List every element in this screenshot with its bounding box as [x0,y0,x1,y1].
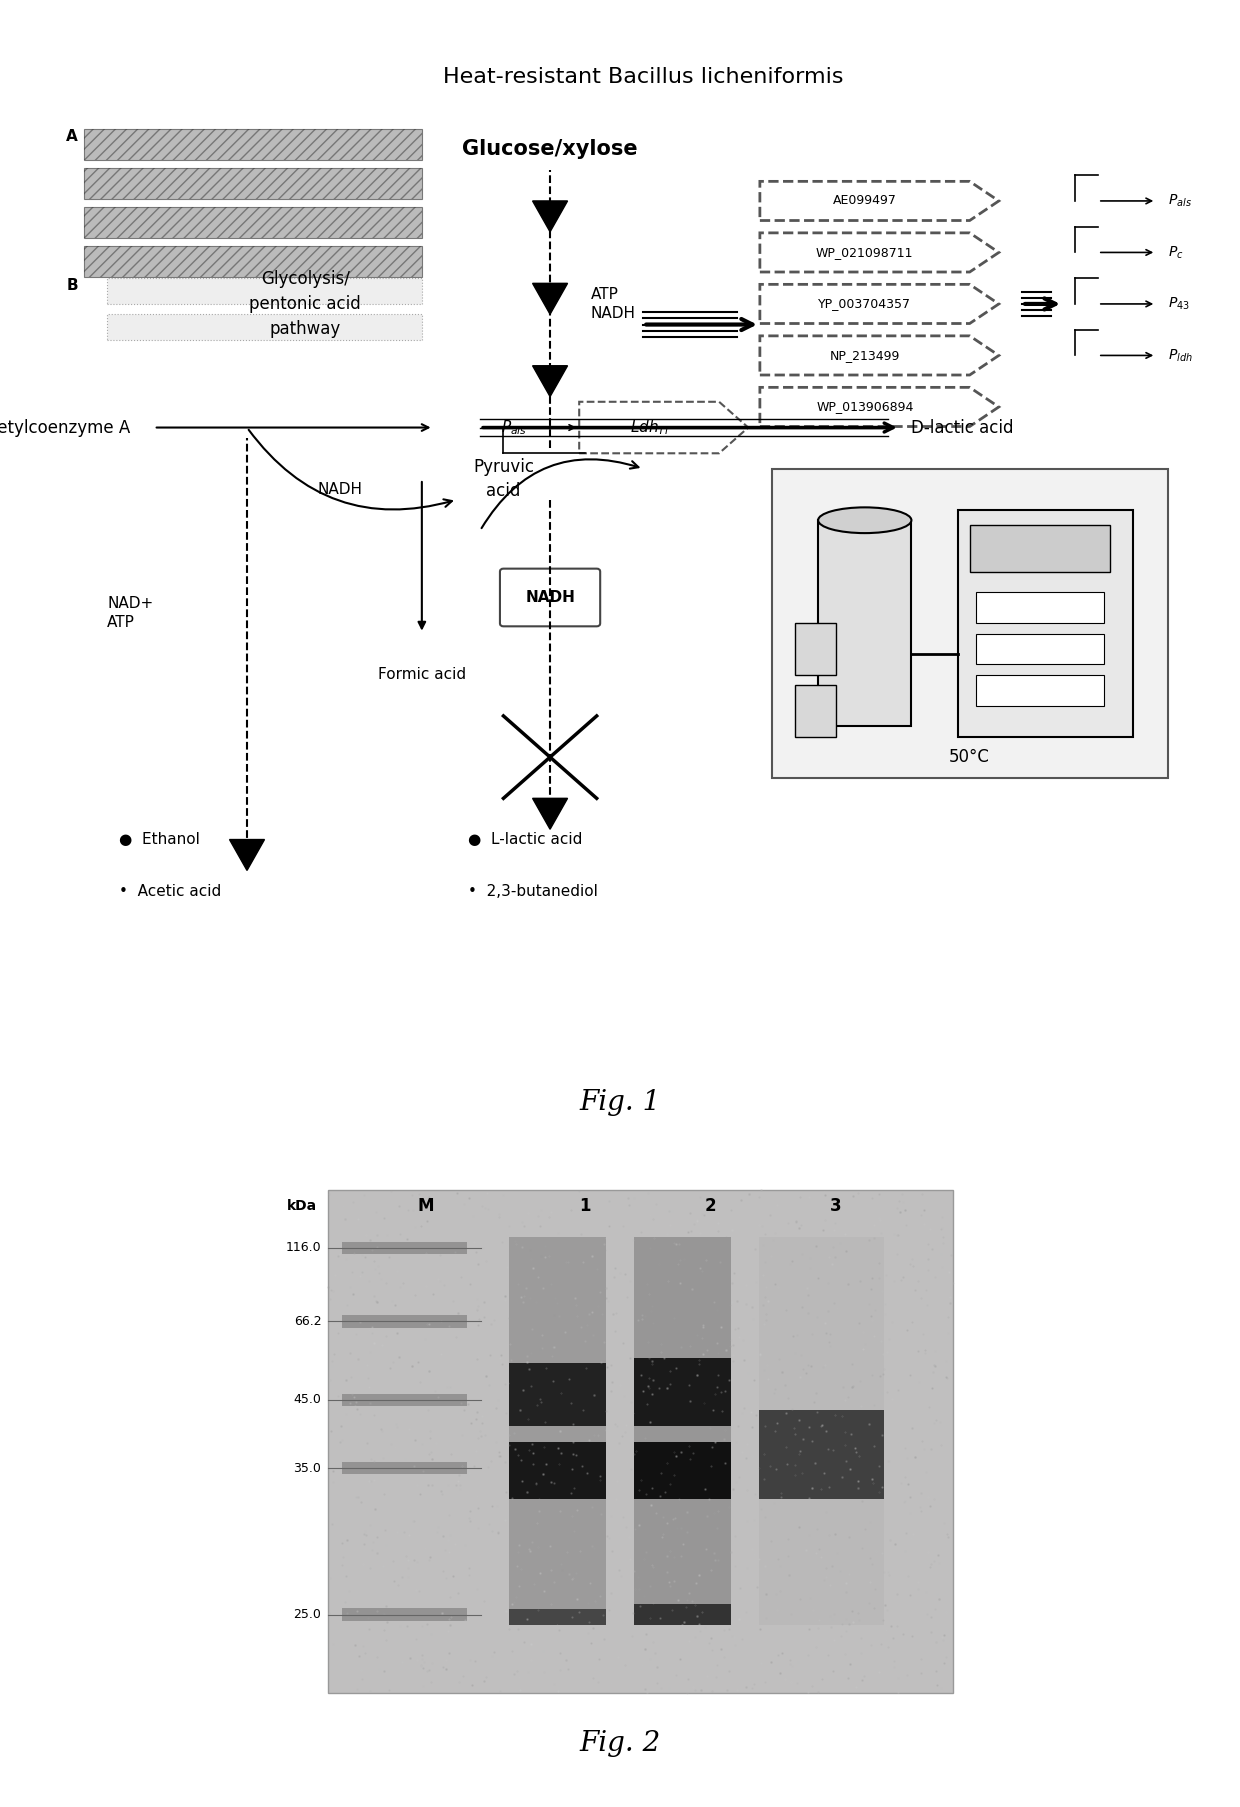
Bar [342,1608,467,1621]
Polygon shape [532,365,568,398]
Bar [342,1241,467,1254]
Bar [759,1409,884,1500]
Text: 3: 3 [830,1196,841,1214]
Text: NADH: NADH [317,482,363,497]
Text: kDa: kDa [286,1200,316,1212]
Text: 25.0: 25.0 [294,1608,321,1621]
Text: $P_{ldh}$: $P_{ldh}$ [1168,347,1193,363]
FancyArrowPatch shape [646,320,753,331]
Bar [818,520,911,726]
Bar [771,468,1168,777]
FancyBboxPatch shape [26,25,1214,1077]
Bar [107,314,422,340]
Bar [976,674,1104,707]
Text: AE099497: AE099497 [833,195,897,208]
Text: 45.0: 45.0 [294,1393,321,1406]
Ellipse shape [818,508,911,533]
Text: Fig. 1: Fig. 1 [579,1090,661,1115]
Text: 50°C: 50°C [950,748,990,766]
Polygon shape [532,799,568,829]
Bar [84,168,422,199]
Bar [795,685,836,737]
Text: 35.0: 35.0 [294,1462,321,1475]
Text: Formic acid: Formic acid [378,667,466,683]
Bar [508,1442,606,1500]
Polygon shape [532,284,568,314]
Text: M: M [418,1196,434,1214]
Text: 2: 2 [704,1196,715,1214]
Polygon shape [760,336,999,376]
FancyArrowPatch shape [1025,298,1055,309]
Text: NAD+
ATP: NAD+ ATP [107,596,154,631]
Text: Pyruvic
acid: Pyruvic acid [472,459,534,501]
Text: $P_{als}$: $P_{als}$ [501,417,527,437]
Text: WP_013906894: WP_013906894 [816,401,914,414]
Text: NADH: NADH [525,589,575,605]
Text: A: A [66,128,78,145]
Text: •  2,3-butanediol: • 2,3-butanediol [469,884,599,898]
Bar [634,1359,732,1426]
Bar [759,1238,884,1624]
Bar [508,1238,606,1624]
Bar [84,128,422,159]
Text: ATP
NADH: ATP NADH [591,287,636,322]
Text: 1: 1 [579,1196,591,1214]
Bar [84,208,422,239]
Bar [342,1393,467,1406]
Bar [976,593,1104,623]
Bar [795,623,836,674]
Bar [508,1610,606,1624]
Bar [84,246,422,276]
Bar [508,1362,606,1426]
Bar [959,510,1133,737]
Text: 66.2: 66.2 [294,1315,321,1328]
FancyArrowPatch shape [249,430,451,510]
Bar [84,208,422,239]
FancyBboxPatch shape [500,569,600,627]
Bar [970,526,1110,571]
Polygon shape [532,201,568,231]
Polygon shape [760,387,999,426]
Polygon shape [760,284,999,323]
Bar [634,1238,732,1624]
Text: 116.0: 116.0 [285,1241,321,1254]
Text: $P_c$: $P_c$ [1168,244,1183,260]
Polygon shape [229,840,264,871]
Text: Acetylcoenzyme A: Acetylcoenzyme A [0,419,130,437]
Text: Heat-resistant Bacillus licheniformis: Heat-resistant Bacillus licheniformis [443,67,843,87]
Bar [84,246,422,276]
Bar [342,1315,467,1328]
Polygon shape [579,401,748,454]
Text: Glucose/xylose: Glucose/xylose [463,139,637,159]
Bar [84,128,422,159]
Text: $P_{43}$: $P_{43}$ [1168,296,1189,313]
Polygon shape [760,233,999,273]
Text: $P_{als}$: $P_{als}$ [1168,193,1192,210]
Text: ●  L-lactic acid: ● L-lactic acid [469,831,583,847]
Bar [342,1462,467,1475]
Text: •  Acetic acid: • Acetic acid [119,884,221,898]
Text: YP_003704357: YP_003704357 [818,298,911,311]
Text: ●  Ethanol: ● Ethanol [119,831,200,847]
Text: Fig. 2: Fig. 2 [579,1731,661,1756]
Bar [976,634,1104,665]
Text: NP_213499: NP_213499 [830,349,900,361]
Text: $Ldh_{Ti}$: $Ldh_{Ti}$ [630,417,668,437]
Text: D-lactic acid: D-lactic acid [911,419,1014,437]
Text: Glycolysis/
pentonic acid
pathway: Glycolysis/ pentonic acid pathway [249,269,361,338]
Bar [634,1605,732,1624]
Text: B: B [67,278,78,293]
FancyArrowPatch shape [481,459,639,528]
Bar [84,168,422,199]
Polygon shape [760,181,999,220]
Text: WP_021098711: WP_021098711 [816,246,914,258]
Bar [634,1442,732,1500]
Bar [107,278,422,304]
